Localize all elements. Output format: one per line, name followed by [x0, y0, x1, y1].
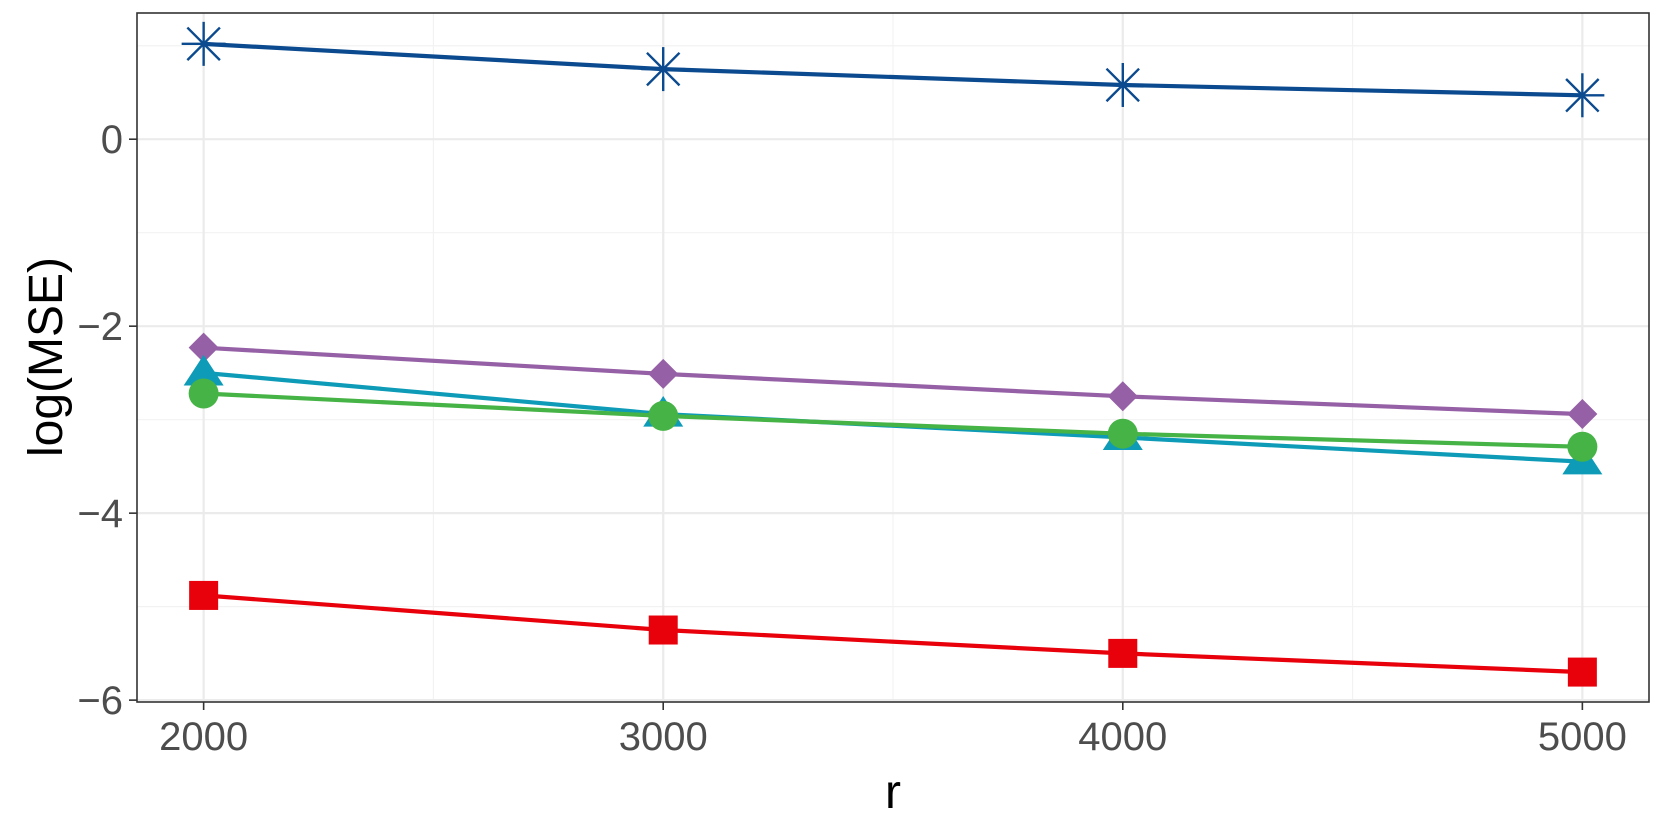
y-tick-label: −4 — [77, 492, 123, 536]
y-tick-label: −2 — [77, 305, 123, 349]
panel-border — [136, 12, 1650, 703]
data-point-square — [189, 580, 219, 610]
x-tick-label: 5000 — [1538, 715, 1627, 759]
data-point-diamond — [1567, 399, 1598, 430]
y-axis-title: log(MSE) — [20, 257, 73, 457]
grid-minor — [137, 13, 1649, 702]
y-tick-label: 0 — [101, 118, 123, 162]
grid-major — [137, 13, 1649, 702]
data-point-square — [1108, 638, 1138, 668]
x-tick-labels: 2000 3000 4000 5000 — [159, 715, 1627, 759]
series-line-square — [203, 593, 1583, 675]
y-tick-label: −6 — [77, 679, 123, 723]
data-point-square — [648, 615, 678, 645]
data-point-asterisk — [1100, 62, 1145, 107]
data-point-asterisk — [1560, 73, 1605, 118]
series-line-asterisk — [203, 41, 1583, 98]
data-point-diamond — [188, 332, 219, 363]
data-point-circle — [1107, 418, 1138, 449]
data-point-circle — [1567, 431, 1598, 462]
data-point-triangle — [183, 354, 224, 386]
x-tick-label: 2000 — [159, 715, 248, 759]
series-line-diamond — [203, 345, 1583, 417]
data-point-circle — [188, 378, 219, 409]
x-tick-label: 4000 — [1078, 715, 1167, 759]
axis-ticks — [129, 138, 1584, 710]
x-tick-label: 3000 — [619, 715, 708, 759]
y-tick-labels: −6 −4 −2 0 — [77, 118, 123, 723]
data-point-circle — [648, 400, 679, 431]
x-axis-title: r — [885, 766, 901, 819]
data-point-asterisk — [641, 47, 686, 92]
series-line-circle — [203, 391, 1583, 449]
series-markers — [181, 21, 1605, 687]
series-lines — [203, 41, 1583, 675]
data-point-asterisk — [181, 21, 226, 66]
data-point-diamond — [1107, 381, 1138, 412]
data-point-square — [1567, 657, 1597, 687]
data-point-diamond — [648, 358, 679, 389]
